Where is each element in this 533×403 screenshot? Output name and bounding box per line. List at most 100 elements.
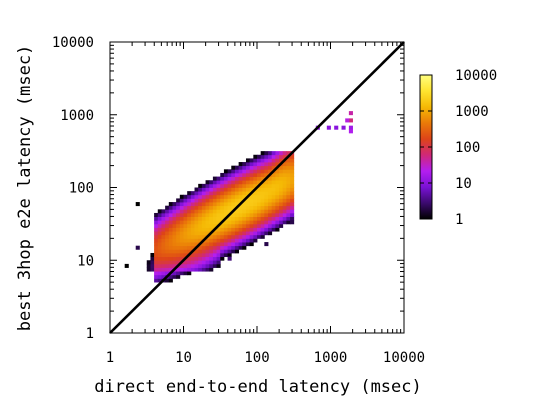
- heatmap-cell: [157, 263, 162, 268]
- heatmap-cell: [268, 231, 273, 236]
- heatmap-cell: [201, 227, 206, 232]
- heatmap-cell: [231, 198, 236, 203]
- heatmap-cell: [194, 267, 199, 272]
- heatmap-cell: [234, 245, 240, 250]
- heatmap-cell: [271, 191, 276, 196]
- heatmap-cell: [290, 194, 295, 199]
- heatmap-cell: [209, 209, 214, 214]
- heatmap-cell: [242, 231, 247, 236]
- heatmap-cell: [172, 223, 177, 228]
- heatmap-cell: [198, 227, 203, 232]
- heatmap-cell: [290, 172, 295, 177]
- heatmap-cell: [249, 194, 254, 199]
- heatmap-cell: [282, 169, 287, 174]
- heatmap-cell: [249, 205, 254, 210]
- heatmap-cell: [264, 158, 269, 163]
- heatmap-cell: [223, 187, 229, 192]
- heatmap-cell: [257, 158, 262, 163]
- heatmap-cell: [279, 194, 284, 199]
- heatmap-cell: [190, 238, 195, 243]
- heatmap-cell: [183, 234, 188, 239]
- heatmap-cell: [223, 227, 229, 232]
- heatmap-cell: [249, 223, 254, 228]
- heatmap-cell: [238, 183, 243, 188]
- heatmap-cell: [290, 162, 295, 167]
- heatmap-cell: [242, 176, 247, 181]
- heatmap-cell: [345, 118, 350, 123]
- heatmap-cell: [212, 220, 217, 225]
- heatmap-cell: [172, 271, 177, 276]
- heatmap-cell: [238, 205, 243, 210]
- heatmap-cell: [260, 202, 265, 207]
- heatmap-cell: [176, 242, 181, 247]
- heatmap-cell: [198, 194, 203, 199]
- heatmap-cell: [209, 191, 214, 196]
- heatmap-cell: [187, 198, 192, 203]
- heatmap-cell: [168, 260, 173, 265]
- x-tick-label: 1000: [314, 350, 348, 366]
- heatmap-cell: [209, 267, 214, 272]
- heatmap-cell: [216, 231, 221, 236]
- heatmap-cell: [220, 216, 225, 221]
- heatmap-cell: [187, 260, 192, 265]
- heatmap-cell: [212, 263, 217, 268]
- heatmap-cell: [271, 202, 276, 207]
- heatmap-cell: [279, 180, 284, 185]
- heatmap-cell: [227, 176, 232, 181]
- heatmap-cell: [275, 172, 280, 177]
- heatmap-cell: [205, 249, 210, 254]
- heatmap-cell: [271, 209, 276, 214]
- heatmap-cell: [194, 242, 199, 247]
- heatmap-cell: [242, 180, 247, 185]
- heatmap-cell: [282, 198, 287, 203]
- heatmap-cell: [249, 198, 254, 203]
- heatmap-cell: [161, 216, 166, 221]
- heatmap-cell: [205, 260, 210, 265]
- heatmap-cell: [245, 223, 251, 228]
- heatmap-cell: [198, 191, 203, 196]
- heatmap-cell: [268, 227, 273, 232]
- heatmap-cell: [227, 252, 232, 258]
- heatmap-cell: [260, 187, 265, 192]
- heatmap-cell: [194, 231, 199, 236]
- heatmap-cell: [201, 263, 206, 268]
- heatmap-cell: [161, 209, 166, 214]
- heatmap-cell: [190, 227, 195, 232]
- heatmap-cell: [205, 227, 210, 232]
- heatmap-cell: [179, 227, 184, 232]
- heatmap-cell: [245, 187, 251, 192]
- heatmap-cell: [154, 220, 159, 225]
- heatmap-cell: [268, 220, 273, 225]
- heatmap-cell: [242, 242, 247, 247]
- heatmap-cell: [179, 242, 184, 247]
- heatmap-cell: [223, 242, 229, 247]
- heatmap-cell: [279, 151, 284, 156]
- heatmap-cell: [257, 191, 262, 196]
- heatmap-cell: [209, 180, 214, 185]
- heatmap-cell: [205, 216, 210, 221]
- heatmap-cell: [172, 252, 177, 258]
- heatmap-cell: [176, 231, 181, 236]
- heatmap-cell: [271, 162, 276, 167]
- heatmap-cell: [157, 209, 162, 214]
- heatmap-cell: [212, 180, 217, 185]
- heatmap-cell: [165, 271, 170, 276]
- heatmap-cell: [242, 194, 247, 199]
- heatmap-cell: [179, 256, 184, 261]
- heatmap-cell: [245, 198, 251, 203]
- heatmap-cell: [264, 194, 269, 199]
- heatmap-cell: [157, 249, 162, 254]
- heatmap-cell: [286, 180, 291, 185]
- heatmap-cell: [245, 212, 251, 217]
- heatmap-cell: [227, 194, 232, 199]
- heatmap-cell: [165, 223, 170, 228]
- heatmap-cell: [227, 242, 232, 247]
- heatmap-cell: [245, 165, 251, 170]
- heatmap-cell: [260, 176, 265, 181]
- heatmap-cell: [275, 209, 280, 214]
- heatmap-cell: [234, 191, 240, 196]
- heatmap-cell: [286, 216, 291, 221]
- heatmap-cell: [194, 191, 199, 196]
- heatmap-cell: [227, 249, 232, 254]
- heatmap-cell: [179, 249, 184, 254]
